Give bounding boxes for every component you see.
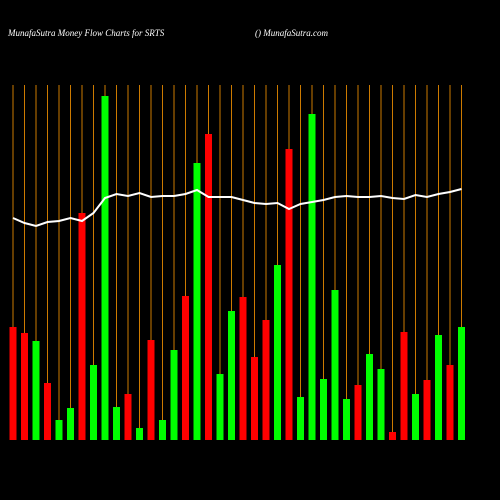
- bar: [423, 380, 431, 440]
- bar: [55, 420, 63, 440]
- chart-subtitle: () MunafaSutra.com: [255, 28, 328, 38]
- bar: [446, 365, 454, 440]
- bar: [90, 365, 97, 440]
- bar: [159, 420, 166, 440]
- bar: [9, 327, 17, 440]
- money-flow-line: [12, 188, 462, 228]
- bar: [78, 213, 86, 440]
- bar: [274, 265, 281, 440]
- bar: [239, 297, 247, 440]
- chart-title: MunafaSutra Money Flow Charts for SRTS: [7, 28, 165, 38]
- bar: [285, 149, 293, 440]
- bar: [308, 114, 316, 440]
- bar: [297, 397, 304, 440]
- bar: [182, 296, 189, 440]
- bar: [354, 385, 362, 440]
- bar: [170, 350, 178, 440]
- bar: [101, 96, 109, 440]
- bar: [435, 335, 442, 440]
- bar: [343, 399, 350, 440]
- bar: [320, 379, 327, 440]
- bar: [331, 290, 339, 440]
- bar: [228, 311, 235, 440]
- bar: [412, 394, 419, 440]
- bar: [44, 383, 51, 440]
- bar: [205, 134, 212, 440]
- bar: [377, 369, 385, 440]
- bar: [458, 327, 465, 440]
- bar: [32, 341, 40, 440]
- bar: [21, 333, 28, 440]
- bar: [400, 332, 408, 440]
- bar: [124, 394, 132, 440]
- bar: [193, 163, 201, 440]
- bar: [216, 374, 224, 440]
- bar: [113, 407, 120, 440]
- bar: [136, 428, 143, 440]
- bar: [366, 354, 373, 440]
- bar: [147, 340, 155, 440]
- bar: [67, 408, 74, 440]
- bar: [262, 320, 270, 440]
- bar: [251, 357, 258, 440]
- bar: [389, 432, 396, 440]
